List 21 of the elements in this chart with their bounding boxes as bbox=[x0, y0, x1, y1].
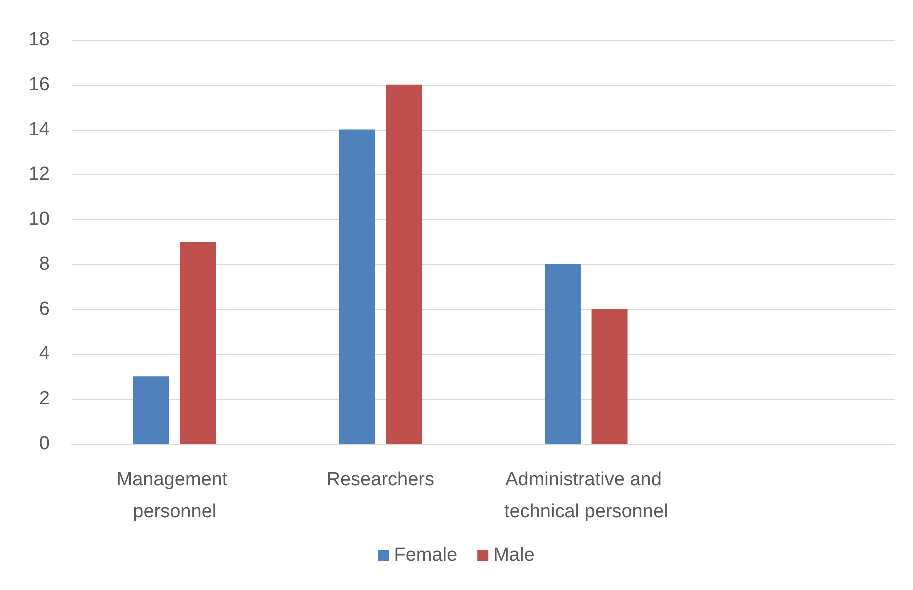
x-tick-label: Administrative and technical personnel bbox=[504, 470, 668, 522]
y-tick-label: 10 bbox=[28, 209, 50, 230]
y-tick-label: 14 bbox=[28, 119, 50, 140]
bar bbox=[386, 84, 422, 444]
y-tick-label: 16 bbox=[28, 74, 50, 96]
y-tick-label: 0 bbox=[39, 434, 50, 454]
legend-label: Female bbox=[394, 545, 458, 566]
bar bbox=[544, 264, 581, 444]
x-tick-label: Researchers bbox=[326, 470, 434, 490]
y-tick-label: 18 bbox=[28, 30, 50, 50]
y-tick-label: 8 bbox=[39, 254, 50, 275]
bar bbox=[592, 309, 628, 444]
x-tick-label: Management personnel bbox=[116, 470, 233, 522]
y-tick-label: 6 bbox=[39, 298, 50, 320]
y-tick-label: 4 bbox=[39, 344, 50, 365]
bar bbox=[180, 242, 216, 444]
legend-label: Male bbox=[494, 545, 535, 566]
bar bbox=[339, 130, 376, 444]
y-tick-label: 2 bbox=[39, 388, 50, 410]
bar bbox=[133, 376, 170, 444]
y-tick-label: 12 bbox=[28, 164, 50, 186]
